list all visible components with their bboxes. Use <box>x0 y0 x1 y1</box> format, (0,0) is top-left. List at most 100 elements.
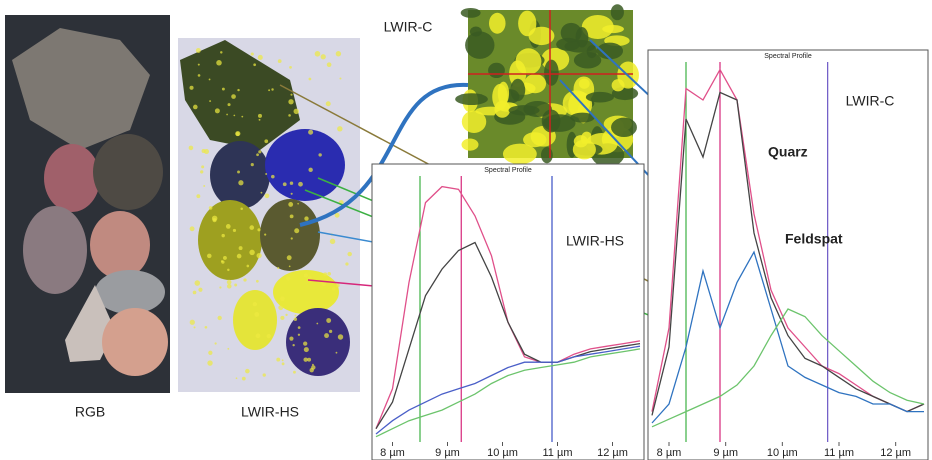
texture <box>254 312 259 317</box>
texture <box>257 253 262 258</box>
texture <box>221 260 224 263</box>
texture <box>259 119 261 121</box>
caption: RGB <box>75 404 105 420</box>
texture <box>226 114 228 116</box>
texture <box>277 267 279 269</box>
texture <box>339 78 341 80</box>
texture <box>286 276 290 280</box>
texture <box>489 13 506 34</box>
texture <box>276 358 280 362</box>
rock <box>93 134 163 210</box>
texture <box>233 115 235 117</box>
texture <box>202 149 206 153</box>
plot-frame <box>648 50 928 460</box>
texture <box>196 48 201 53</box>
texture <box>308 168 312 172</box>
texture <box>227 280 232 285</box>
rock <box>23 206 87 294</box>
x-tick-label: 12 µm <box>597 447 628 459</box>
texture <box>233 229 236 232</box>
texture <box>201 165 204 168</box>
texture <box>193 105 198 110</box>
texture <box>461 8 481 18</box>
texture <box>292 344 294 346</box>
texture <box>193 291 197 295</box>
texture <box>326 101 331 106</box>
texture <box>198 288 202 292</box>
texture <box>256 280 259 283</box>
chart-label: LWIR-HS <box>566 233 624 249</box>
texture <box>518 11 536 37</box>
texture <box>256 153 259 156</box>
texture <box>290 181 293 184</box>
texture <box>282 362 285 365</box>
texture <box>208 351 212 355</box>
texture <box>298 326 301 329</box>
texture <box>196 194 200 198</box>
texture <box>297 203 299 205</box>
texture <box>216 60 222 66</box>
texture <box>215 342 217 344</box>
texture <box>264 139 268 143</box>
texture <box>338 334 343 339</box>
texture <box>258 55 263 60</box>
rock <box>44 144 100 212</box>
texture <box>234 284 237 287</box>
texture <box>308 130 313 135</box>
texture <box>282 359 284 361</box>
texture <box>315 51 321 57</box>
rock <box>198 200 262 280</box>
texture <box>271 175 275 179</box>
texture <box>249 225 254 230</box>
texture <box>586 92 614 103</box>
texture <box>194 326 196 328</box>
texture <box>190 320 195 325</box>
texture <box>221 234 224 237</box>
texture <box>203 185 205 187</box>
texture <box>318 153 321 156</box>
texture <box>288 202 293 207</box>
plot-frame <box>372 164 644 460</box>
texture <box>455 93 488 105</box>
texture <box>516 48 542 74</box>
texture <box>294 228 299 233</box>
texture <box>239 246 243 250</box>
x-tick-label: 11 µm <box>543 447 573 459</box>
texture <box>465 31 494 58</box>
texture <box>544 60 559 86</box>
texture <box>574 52 601 68</box>
texture <box>462 110 486 132</box>
texture <box>278 305 283 310</box>
texture <box>256 333 261 338</box>
texture <box>243 278 246 281</box>
texture <box>207 254 212 259</box>
texture <box>332 287 336 291</box>
texture <box>207 360 212 365</box>
texture <box>209 206 213 210</box>
texture <box>241 116 243 118</box>
texture <box>312 364 314 366</box>
texture <box>611 118 637 137</box>
texture <box>289 265 291 267</box>
texture <box>329 330 332 333</box>
texture <box>257 228 260 231</box>
rock <box>102 308 168 376</box>
texture <box>298 334 300 336</box>
x-tick-label: 9 µm <box>435 447 460 459</box>
texture <box>321 54 326 59</box>
x-tick-label: 8 µm <box>380 447 405 459</box>
texture <box>249 250 254 255</box>
texture <box>245 369 250 374</box>
texture <box>503 144 537 165</box>
texture <box>220 51 222 53</box>
texture <box>265 193 270 198</box>
texture <box>190 86 194 90</box>
texture <box>289 66 292 69</box>
texture <box>264 234 266 236</box>
chart-title: Spectral Profile <box>764 53 812 60</box>
texture <box>330 239 335 244</box>
texture <box>247 265 250 268</box>
texture <box>294 109 299 114</box>
texture <box>237 254 242 259</box>
texture <box>289 337 293 341</box>
